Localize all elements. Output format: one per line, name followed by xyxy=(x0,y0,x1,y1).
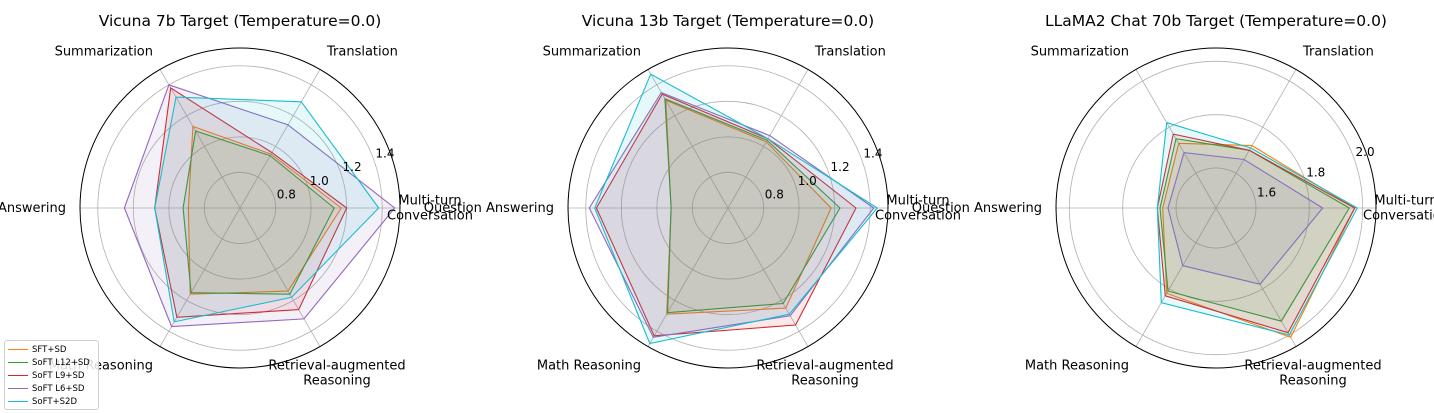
legend-item: SFT+SD xyxy=(8,343,95,356)
legend-swatch xyxy=(8,401,28,402)
category-label: Math Reasoning xyxy=(1025,359,1129,374)
series-polygon xyxy=(1167,152,1324,285)
series-polygon xyxy=(123,84,396,328)
chart-title: LLaMA2 Chat 70b Target (Temperature=0.0) xyxy=(1045,12,1387,30)
legend-label: SoFT+S2D xyxy=(32,396,77,407)
outer-frame xyxy=(567,47,889,369)
series-polygon xyxy=(1162,142,1356,338)
series-polygon xyxy=(1156,121,1359,336)
radial-tick-label: 1.4 xyxy=(863,147,882,161)
outer-frame xyxy=(1055,47,1377,369)
series-polygon xyxy=(664,97,841,314)
legend-item: SoFT L9+SD xyxy=(8,369,95,382)
radial-tick-label: 0.8 xyxy=(765,187,784,201)
radial-tick-label: 1.2 xyxy=(831,160,850,174)
category-label: Question Answering xyxy=(0,201,66,216)
category-label: Translation xyxy=(1302,44,1374,59)
grid-spoke xyxy=(239,69,321,209)
legend-label: SoFT L6+SD xyxy=(32,383,85,394)
grid-spoke xyxy=(1215,207,1297,347)
legend-label: SoFT L9+SD xyxy=(32,370,85,381)
radial-tick-label: 1.0 xyxy=(310,174,329,188)
radial-tick-label: 2.0 xyxy=(1356,145,1375,159)
category-label: Question Answering xyxy=(424,201,554,216)
outer-frame xyxy=(79,47,401,369)
chart-title: Vicuna 7b Target (Temperature=0.0) xyxy=(99,12,382,30)
grid-spoke xyxy=(159,69,241,209)
legend-swatch xyxy=(8,362,28,363)
category-label: Translation xyxy=(326,44,398,59)
grid-spoke xyxy=(159,207,241,347)
grid-spoke xyxy=(1215,69,1297,209)
grid-spoke xyxy=(647,207,729,347)
legend-label: SFT+SD xyxy=(32,344,67,355)
category-label: Summarization xyxy=(55,44,153,59)
legend-swatch xyxy=(8,349,28,350)
legend-swatch xyxy=(8,375,28,376)
radial-tick-label: 1.0 xyxy=(798,174,817,188)
legend-item: SoFT+S2D xyxy=(8,395,95,408)
grid-spoke xyxy=(1135,207,1217,347)
radial-tick-label: 1.6 xyxy=(1257,186,1276,200)
category-label: Summarization xyxy=(1031,44,1129,59)
legend-item: SoFT L12+SD xyxy=(8,356,95,369)
category-label: Translation xyxy=(814,44,886,59)
radial-tick-label: 1.8 xyxy=(1306,165,1325,179)
category-label: Retrieval-augmented Reasoning xyxy=(1244,359,1381,389)
radial-tick-label: 1.4 xyxy=(375,147,394,161)
grid-spoke xyxy=(239,207,321,347)
radial-tick-label: 0.8 xyxy=(277,187,296,201)
legend: SFT+SD SoFT L12+SD SoFT L9+SD SoFT L6+SD… xyxy=(4,340,99,410)
chart-title: Vicuna 13b Target (Temperature=0.0) xyxy=(582,12,874,30)
series-polygon xyxy=(182,130,335,295)
category-label: Summarization xyxy=(543,44,641,59)
grid-spoke xyxy=(727,207,809,347)
category-label: Question Answering xyxy=(912,201,1042,216)
series-polygon xyxy=(187,125,343,295)
category-label: Math Reasoning xyxy=(537,359,641,374)
legend-swatch xyxy=(8,388,28,389)
category-label: Retrieval-augmented Reasoning xyxy=(268,359,405,389)
series-polygon xyxy=(154,96,380,323)
series-polygon xyxy=(588,91,875,338)
legend-item: SoFT L6+SD xyxy=(8,382,95,395)
legend-label: SoFT L12+SD xyxy=(32,357,90,368)
radial-tick-label: 1.2 xyxy=(343,160,362,174)
category-label: Retrieval-augmented Reasoning xyxy=(756,359,893,389)
series-polygon xyxy=(594,73,879,345)
